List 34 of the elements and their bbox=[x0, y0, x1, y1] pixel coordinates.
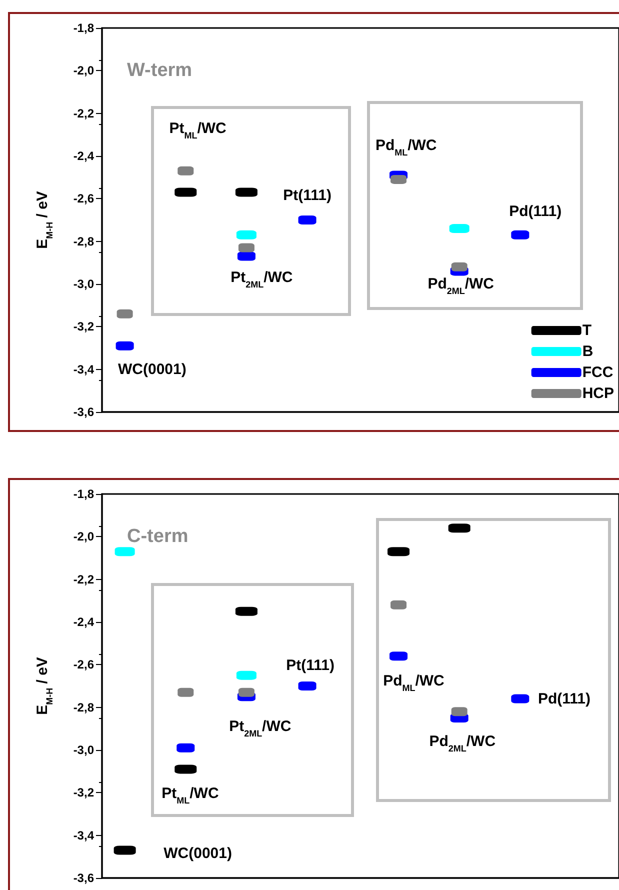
text: W-term bbox=[127, 60, 192, 81]
annotation: Pd(111) bbox=[509, 202, 562, 220]
y-tick-label: -2,4 bbox=[73, 615, 94, 629]
y-tick-label: -2,0 bbox=[73, 530, 94, 544]
y-tick-label: -3,4 bbox=[73, 828, 94, 842]
legend-label: T bbox=[582, 322, 592, 339]
y-tick-label: -3,6 bbox=[73, 405, 94, 419]
y-tick-label: -2,2 bbox=[73, 572, 94, 586]
legend-label: FCC bbox=[582, 364, 614, 381]
y-tick-label: -2,2 bbox=[73, 106, 94, 120]
y-tick-label: -2,6 bbox=[73, 192, 94, 206]
y-tick-label: -1,8 bbox=[73, 487, 94, 501]
annotation: Pt(111) bbox=[286, 657, 335, 674]
y-axis-title: EM-H / eV bbox=[34, 657, 54, 715]
y-axis-title: EM-H / eV bbox=[34, 191, 54, 249]
annotation: Pd(111) bbox=[538, 690, 591, 708]
y-tick-label: -3,2 bbox=[73, 320, 94, 334]
annotation: WC(0001) bbox=[118, 360, 186, 378]
legend-label: HCP bbox=[582, 385, 614, 402]
y-tick-label: -3,0 bbox=[73, 277, 94, 291]
y-tick-label: -3,0 bbox=[73, 743, 94, 757]
y-tick-label: -1,8 bbox=[73, 21, 94, 35]
y-tick-label: -2,8 bbox=[73, 700, 94, 714]
y-tick-label: -2,6 bbox=[73, 658, 94, 672]
y-tick-label: -3,6 bbox=[73, 871, 94, 885]
y-tick-label: -3,4 bbox=[73, 362, 94, 376]
legend-label: B bbox=[582, 343, 594, 360]
y-tick-label: -3,2 bbox=[73, 786, 94, 800]
y-tick-label: -2,4 bbox=[73, 149, 94, 163]
annotation: Pt(111) bbox=[283, 186, 332, 204]
y-tick-label: -2,0 bbox=[73, 64, 94, 78]
annotation: WC(0001) bbox=[164, 844, 232, 862]
y-tick-label: -2,8 bbox=[73, 234, 94, 248]
text: C-term bbox=[127, 526, 188, 547]
